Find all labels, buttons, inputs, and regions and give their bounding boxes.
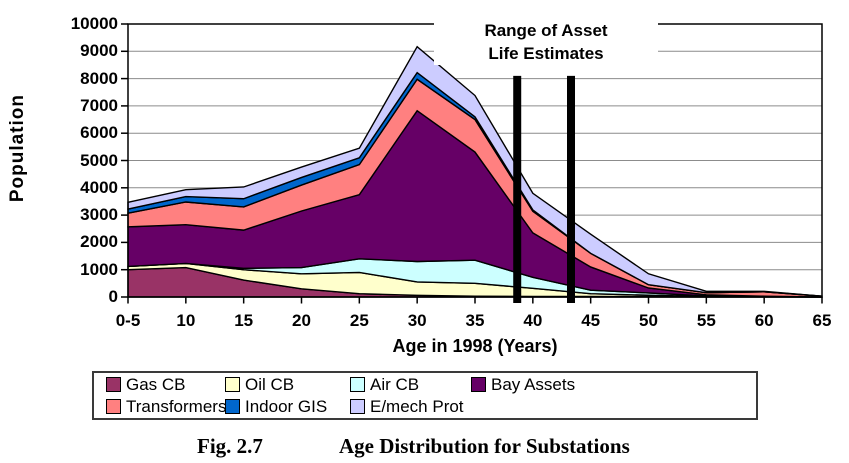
legend-item: E/mech Prot bbox=[350, 396, 471, 417]
x-tick-label: 15 bbox=[234, 311, 254, 330]
annotation-line-1: Range of Asset bbox=[484, 21, 608, 40]
legend-swatch bbox=[471, 377, 486, 392]
asset-life-range-bar bbox=[567, 75, 576, 303]
legend-swatch bbox=[225, 377, 240, 392]
x-tick-label: 25 bbox=[349, 311, 369, 330]
legend-swatch bbox=[350, 377, 365, 392]
stacked-area-plot bbox=[121, 23, 823, 304]
x-tick-label: 0-5 bbox=[115, 311, 141, 330]
y-tick-label: 0 bbox=[108, 287, 118, 306]
y-tick-label: 9000 bbox=[80, 41, 118, 61]
annotation-line-2: Life Estimates bbox=[488, 44, 604, 63]
x-tick-label: 40 bbox=[523, 311, 543, 330]
y-axis-title: Population bbox=[4, 0, 32, 297]
y-tick-label: 5000 bbox=[80, 150, 118, 170]
legend-swatch bbox=[350, 399, 365, 414]
legend-label: Oil CB bbox=[245, 375, 295, 394]
legend-label: E/mech Prot bbox=[370, 397, 464, 416]
legend-item: Air CB bbox=[350, 374, 471, 395]
x-tick-label: 20 bbox=[292, 311, 311, 330]
caption-label: Fig. 2.7 bbox=[197, 434, 263, 458]
legend-item: Transformers bbox=[106, 396, 227, 417]
x-tick-label: 30 bbox=[407, 311, 427, 330]
x-tick-label: 50 bbox=[639, 311, 658, 330]
y-axis-title-text: Population bbox=[7, 94, 28, 203]
y-tick-label: 4000 bbox=[80, 177, 118, 197]
asset-life-range-bar bbox=[513, 75, 522, 303]
legend-item: Bay Assets bbox=[471, 374, 756, 395]
caption-title: Age Distribution for Substations bbox=[339, 434, 630, 458]
legend-swatch bbox=[225, 399, 240, 414]
y-tick-label: 7000 bbox=[80, 95, 118, 115]
x-tick-label: 35 bbox=[465, 311, 485, 330]
y-tick-label: 1000 bbox=[80, 259, 118, 279]
y-tick-label: 10000 bbox=[70, 14, 118, 33]
y-tick-label: 3000 bbox=[80, 205, 118, 225]
legend-label: Bay Assets bbox=[491, 375, 576, 394]
legend-item: Gas CB bbox=[106, 374, 225, 395]
x-tick-label: 10 bbox=[176, 311, 196, 330]
x-tick-label: 65 bbox=[812, 311, 832, 330]
legend-item: Oil CB bbox=[225, 374, 350, 395]
area-e-mech-prot bbox=[127, 45, 823, 297]
legend-label: Gas CB bbox=[126, 375, 186, 394]
x-tick-label: 60 bbox=[754, 311, 774, 330]
legend: Gas CB Oil CB Air CB Bay Assets Transformers… bbox=[92, 371, 758, 420]
y-tick-label: 2000 bbox=[80, 232, 118, 252]
legend-swatch bbox=[106, 399, 121, 414]
legend-item: Indoor GIS bbox=[225, 396, 350, 417]
y-tick-label: 8000 bbox=[80, 68, 118, 88]
x-tick-label: 45 bbox=[581, 311, 601, 330]
annotation-range-of-asset-life: Range of Asset Life Estimates bbox=[434, 19, 658, 65]
legend-label: Indoor GIS bbox=[245, 397, 328, 416]
x-axis-title: Age in 1998 (Years) bbox=[392, 336, 558, 356]
x-tick-label: 55 bbox=[696, 311, 716, 330]
legend-label: Transformers bbox=[126, 397, 227, 416]
figure-caption: Fig. 2.7 Age Distribution for Substation… bbox=[0, 434, 849, 462]
legend-swatch bbox=[106, 377, 121, 392]
y-tick-label: 6000 bbox=[80, 123, 118, 143]
legend-label: Air CB bbox=[370, 375, 420, 394]
